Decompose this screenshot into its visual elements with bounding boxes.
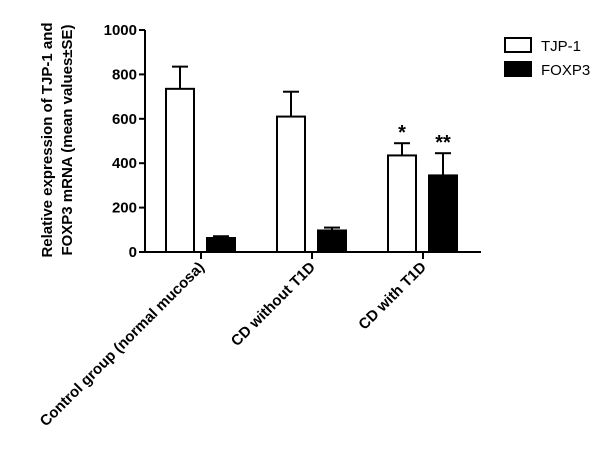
- y-tick-label: 1000: [104, 22, 137, 39]
- y-axis: 0 200 400 600 800 1000: [104, 22, 146, 261]
- y-axis-title: Relative expression of TJP-1 and FOXP3 mR…: [39, 22, 76, 257]
- bar-foxp3: [317, 229, 347, 254]
- bar-tjp-1: [387, 154, 417, 253]
- bar-foxp3: [428, 174, 458, 253]
- legend-swatch-foxp3: [504, 61, 532, 77]
- y-tick-label: 400: [112, 155, 137, 172]
- category-label: CD without T1D: [228, 259, 319, 350]
- y-tick-label: 0: [129, 244, 137, 261]
- bar-tjp-1: [165, 87, 195, 253]
- category-label: CD with T1D: [355, 259, 430, 334]
- y-tick-label: 600: [112, 111, 137, 128]
- y-axis-title-line: FOXP3 mRNA (mean values±SE): [59, 24, 76, 255]
- x-axis: Control group (normal mucosa) CD without …: [37, 251, 481, 430]
- bar-tjp-1: [276, 115, 306, 253]
- y-tick-label: 200: [112, 200, 137, 217]
- legend-label: TJP-1: [541, 38, 581, 55]
- y-tick-label: 800: [112, 66, 137, 83]
- bar-foxp3: [206, 237, 236, 254]
- significance-marker: **: [435, 132, 451, 154]
- category-label: Control group (normal mucosa): [37, 259, 208, 430]
- significance-marker: *: [398, 122, 406, 144]
- legend-swatch-tjp-1: [504, 37, 532, 53]
- legend-label: FOXP3: [541, 62, 590, 79]
- bars: * **: [165, 65, 458, 254]
- legend: TJP-1 FOXP3: [504, 37, 590, 79]
- y-axis-title-line: Relative expression of TJP-1 and: [39, 22, 56, 257]
